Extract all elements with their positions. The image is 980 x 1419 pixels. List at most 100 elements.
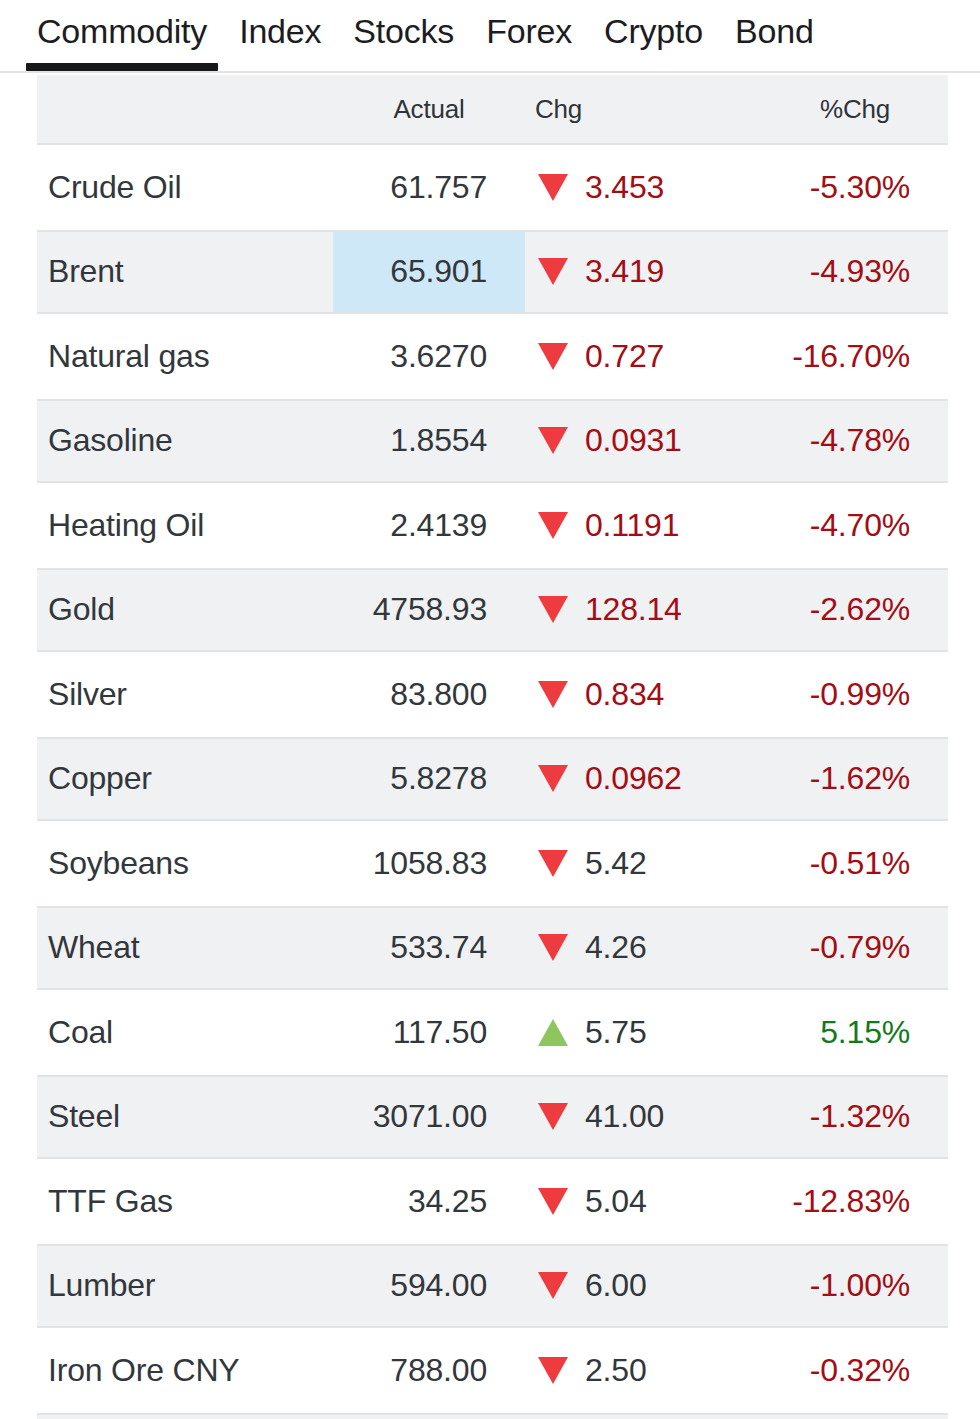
change-value: 128.14 xyxy=(585,591,682,628)
table-row[interactable]: Natural gas 3.6270 0.727 -16.70% xyxy=(37,314,948,399)
table-row-partial xyxy=(37,1413,948,1419)
tab-bar: Commodity Index Stocks Forex Crypto Bond xyxy=(0,0,980,73)
actual-value: 788.00 xyxy=(390,1352,487,1389)
change-value: 3.453 xyxy=(585,169,664,206)
percent-change-value: -1.62% xyxy=(810,760,910,797)
up-triangle-icon xyxy=(538,1019,568,1046)
change-value: 41.00 xyxy=(585,1098,664,1135)
change-value: 0.0962 xyxy=(585,760,682,797)
change-value: 0.0931 xyxy=(585,422,682,459)
commodity-name: Silver xyxy=(48,676,127,713)
actual-value: 5.8278 xyxy=(390,760,487,797)
actual-value: 3071.00 xyxy=(373,1098,487,1135)
down-triangle-icon xyxy=(538,1188,568,1215)
percent-change-value: -1.00% xyxy=(810,1267,910,1304)
table-row[interactable]: Crude Oil 61.757 3.453 -5.30% xyxy=(37,145,948,230)
table-row[interactable]: Gasoline 1.8554 0.0931 -4.78% xyxy=(37,399,948,484)
table-row[interactable]: Copper 5.8278 0.0962 -1.62% xyxy=(37,737,948,822)
actual-cell: 34.25 xyxy=(333,1159,525,1244)
actual-cell: 3071.00 xyxy=(333,1077,525,1158)
table-row[interactable]: Coal 117.50 5.75 5.15% xyxy=(37,990,948,1075)
commodity-name: Crude Oil xyxy=(48,169,181,206)
down-triangle-icon xyxy=(538,427,568,454)
percent-change-value: -12.83% xyxy=(792,1183,910,1220)
actual-cell: 533.74 xyxy=(333,908,525,989)
header-pct: %Chg xyxy=(715,75,948,143)
down-triangle-icon xyxy=(538,174,568,201)
tab-label: Index xyxy=(239,12,321,50)
commodity-name: Gold xyxy=(48,591,115,628)
change-value: 0.1191 xyxy=(585,507,679,544)
tab-bond[interactable]: Bond xyxy=(724,0,825,71)
table-row[interactable]: TTF Gas 34.25 5.04 -12.83% xyxy=(37,1159,948,1244)
actual-value: 4758.93 xyxy=(373,591,487,628)
commodity-name: Wheat xyxy=(48,929,140,966)
actual-cell: 4758.93 xyxy=(333,570,525,651)
change-value: 3.419 xyxy=(585,253,664,290)
down-triangle-icon xyxy=(538,850,568,877)
header-chg: Chg xyxy=(525,75,715,143)
down-triangle-icon xyxy=(538,1357,568,1384)
down-triangle-icon xyxy=(538,1272,568,1299)
table-row[interactable]: Iron Ore CNY 788.00 2.50 -0.32% xyxy=(37,1328,948,1413)
table-row[interactable]: Silver 83.800 0.834 -0.99% xyxy=(37,652,948,737)
table-row[interactable]: Heating Oil 2.4139 0.1191 -4.70% xyxy=(37,483,948,568)
down-triangle-icon xyxy=(538,512,568,539)
down-triangle-icon xyxy=(538,934,568,961)
header-name-cell xyxy=(37,75,333,143)
tab-stocks[interactable]: Stocks xyxy=(342,0,465,71)
commodity-name: Iron Ore CNY xyxy=(48,1352,239,1389)
down-triangle-icon xyxy=(538,258,568,285)
percent-change-value: -0.32% xyxy=(810,1352,910,1389)
actual-value: 3.6270 xyxy=(390,338,487,375)
percent-change-value: -16.70% xyxy=(792,338,910,375)
tab-forex[interactable]: Forex xyxy=(475,0,583,71)
percent-change-value: -0.79% xyxy=(810,929,910,966)
actual-cell: 1058.83 xyxy=(333,821,525,906)
percent-change-value: 5.15% xyxy=(820,1014,910,1051)
commodity-name: Lumber xyxy=(48,1267,155,1304)
actual-cell: 594.00 xyxy=(333,1246,525,1327)
actual-value: 594.00 xyxy=(390,1267,487,1304)
table-row[interactable]: Brent 65.901 3.419 -4.93% xyxy=(37,230,948,315)
commodity-name: Heating Oil xyxy=(48,507,204,544)
change-value: 0.727 xyxy=(585,338,664,375)
percent-change-value: -5.30% xyxy=(810,169,910,206)
tab-label: Crypto xyxy=(604,12,703,50)
commodity-name: Copper xyxy=(48,760,152,797)
change-value: 5.04 xyxy=(585,1183,646,1220)
down-triangle-icon xyxy=(538,681,568,708)
actual-cell: 117.50 xyxy=(333,990,525,1075)
actual-value: 2.4139 xyxy=(390,507,487,544)
change-value: 6.00 xyxy=(585,1267,646,1304)
tab-label: Stocks xyxy=(353,12,454,50)
actual-value: 83.800 xyxy=(390,676,487,713)
table-row[interactable]: Steel 3071.00 41.00 -1.32% xyxy=(37,1075,948,1160)
down-triangle-icon xyxy=(538,343,568,370)
down-triangle-icon xyxy=(538,1103,568,1130)
tab-commodity[interactable]: Commodity xyxy=(26,0,218,71)
table-row[interactable]: Gold 4758.93 128.14 -2.62% xyxy=(37,568,948,653)
actual-value: 533.74 xyxy=(390,929,487,966)
percent-change-value: -0.99% xyxy=(810,676,910,713)
table-body: Crude Oil 61.757 3.453 -5.30% Brent 65.9… xyxy=(37,145,948,1413)
down-triangle-icon xyxy=(538,765,568,792)
tab-index[interactable]: Index xyxy=(228,0,332,71)
percent-change-value: -4.78% xyxy=(810,422,910,459)
table-row[interactable]: Wheat 533.74 4.26 -0.79% xyxy=(37,906,948,991)
percent-change-value: -1.32% xyxy=(810,1098,910,1135)
table-row[interactable]: Soybeans 1058.83 5.42 -0.51% xyxy=(37,821,948,906)
actual-cell: 1.8554 xyxy=(333,401,525,482)
tab-crypto[interactable]: Crypto xyxy=(593,0,714,71)
actual-value: 34.25 xyxy=(408,1183,487,1220)
change-value: 5.75 xyxy=(585,1014,646,1051)
actual-value: 117.50 xyxy=(393,1014,487,1051)
commodity-name: Coal xyxy=(48,1014,113,1051)
actual-cell: 3.6270 xyxy=(333,314,525,399)
commodity-name: Soybeans xyxy=(48,845,189,882)
percent-change-value: -0.51% xyxy=(810,845,910,882)
table-header-row: Actual Chg %Chg xyxy=(37,75,948,145)
table-row[interactable]: Lumber 594.00 6.00 -1.00% xyxy=(37,1244,948,1329)
change-value: 0.834 xyxy=(585,676,664,713)
change-value: 4.26 xyxy=(585,929,646,966)
